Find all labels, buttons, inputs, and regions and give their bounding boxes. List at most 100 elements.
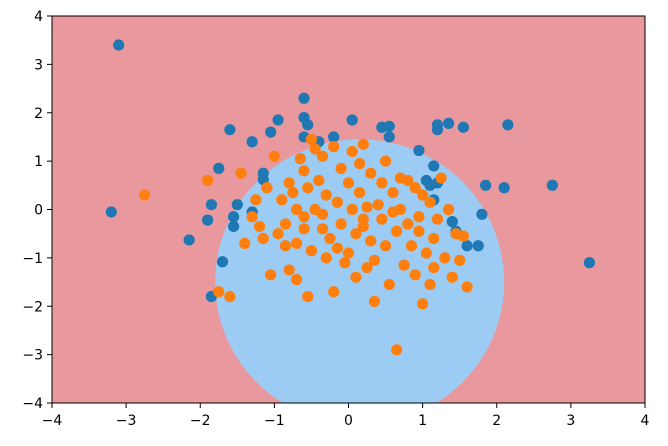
data-point xyxy=(413,225,425,237)
data-point xyxy=(365,235,377,247)
data-point xyxy=(354,157,366,170)
data-point xyxy=(428,160,440,172)
data-point xyxy=(257,232,269,245)
data-point xyxy=(276,194,288,206)
data-point xyxy=(350,228,362,240)
data-point xyxy=(231,199,243,211)
y-tick-label: −4 xyxy=(22,396,43,412)
data-point xyxy=(413,211,425,223)
data-point xyxy=(216,256,229,268)
data-point xyxy=(409,269,421,281)
data-point xyxy=(391,225,403,237)
data-point xyxy=(498,182,510,194)
data-point xyxy=(261,182,273,194)
data-point xyxy=(413,144,425,157)
x-tick-label: 2 xyxy=(492,413,501,429)
data-point xyxy=(239,237,251,249)
data-point xyxy=(431,124,444,136)
data-point xyxy=(213,162,225,174)
data-point xyxy=(461,240,473,252)
series-1 xyxy=(139,133,473,356)
data-point xyxy=(339,257,351,269)
data-point xyxy=(391,344,403,356)
data-point xyxy=(328,286,340,298)
data-point xyxy=(398,259,410,271)
data-point xyxy=(383,120,395,132)
x-tick-label: −2 xyxy=(190,413,211,429)
data-point xyxy=(361,261,373,274)
data-point xyxy=(139,189,151,201)
y-tick-label: 3 xyxy=(34,57,43,73)
data-point xyxy=(305,245,318,257)
data-point xyxy=(461,281,473,293)
x-tick-label: 4 xyxy=(641,413,650,429)
data-point xyxy=(446,271,458,283)
data-point xyxy=(435,172,447,184)
data-point xyxy=(417,189,429,201)
data-point xyxy=(457,230,469,242)
x-tick-label: 3 xyxy=(566,413,575,429)
y-tick-label: 4 xyxy=(34,9,43,25)
x-tick-label: 1 xyxy=(418,413,427,429)
data-point xyxy=(205,199,217,211)
data-point xyxy=(365,167,377,179)
data-point xyxy=(409,182,421,194)
data-point xyxy=(420,247,432,259)
data-point xyxy=(383,131,395,143)
data-point xyxy=(302,119,314,131)
data-point xyxy=(372,199,384,211)
data-point xyxy=(105,206,117,218)
data-point xyxy=(228,211,240,223)
data-point xyxy=(328,131,340,143)
data-point xyxy=(446,215,458,228)
data-point xyxy=(402,218,414,230)
data-point xyxy=(320,252,332,264)
data-point xyxy=(476,208,488,220)
data-point xyxy=(376,213,388,225)
data-point xyxy=(302,290,314,303)
y-tick-label: 2 xyxy=(34,106,43,122)
data-point xyxy=(287,186,299,199)
data-point xyxy=(439,252,451,264)
data-point xyxy=(113,39,125,51)
data-point xyxy=(265,126,277,138)
data-point xyxy=(405,240,418,252)
data-point xyxy=(309,143,321,155)
data-point xyxy=(454,254,466,266)
series-0 xyxy=(105,39,596,303)
data-point xyxy=(376,177,388,189)
data-point xyxy=(346,114,358,126)
data-point xyxy=(213,286,225,298)
data-point xyxy=(298,92,310,104)
data-point xyxy=(298,223,310,235)
data-point xyxy=(291,203,303,216)
data-point xyxy=(224,124,236,136)
data-point xyxy=(279,218,292,230)
data-point xyxy=(228,220,240,233)
data-point xyxy=(279,240,292,252)
data-point xyxy=(342,177,355,189)
x-tick-label: −1 xyxy=(264,413,285,429)
data-point xyxy=(428,261,440,274)
data-point xyxy=(387,186,399,199)
decision-regions xyxy=(52,16,645,403)
data-point xyxy=(320,189,332,201)
data-points xyxy=(105,39,596,356)
data-point xyxy=(424,278,436,291)
data-point xyxy=(224,290,236,303)
data-point xyxy=(368,295,381,308)
data-point xyxy=(202,174,214,187)
y-axis: −4 −3 −2 −1 0 1 2 3 4 xyxy=(22,9,52,412)
data-point xyxy=(383,278,395,291)
y-tick-label: −3 xyxy=(22,348,43,364)
data-point xyxy=(202,214,214,226)
y-tick-label: 0 xyxy=(34,203,43,219)
data-point xyxy=(379,240,392,252)
data-point xyxy=(394,172,406,184)
data-point xyxy=(305,133,318,145)
data-point xyxy=(342,247,355,259)
data-point xyxy=(272,114,284,126)
data-point xyxy=(316,223,329,235)
data-point xyxy=(431,213,444,225)
